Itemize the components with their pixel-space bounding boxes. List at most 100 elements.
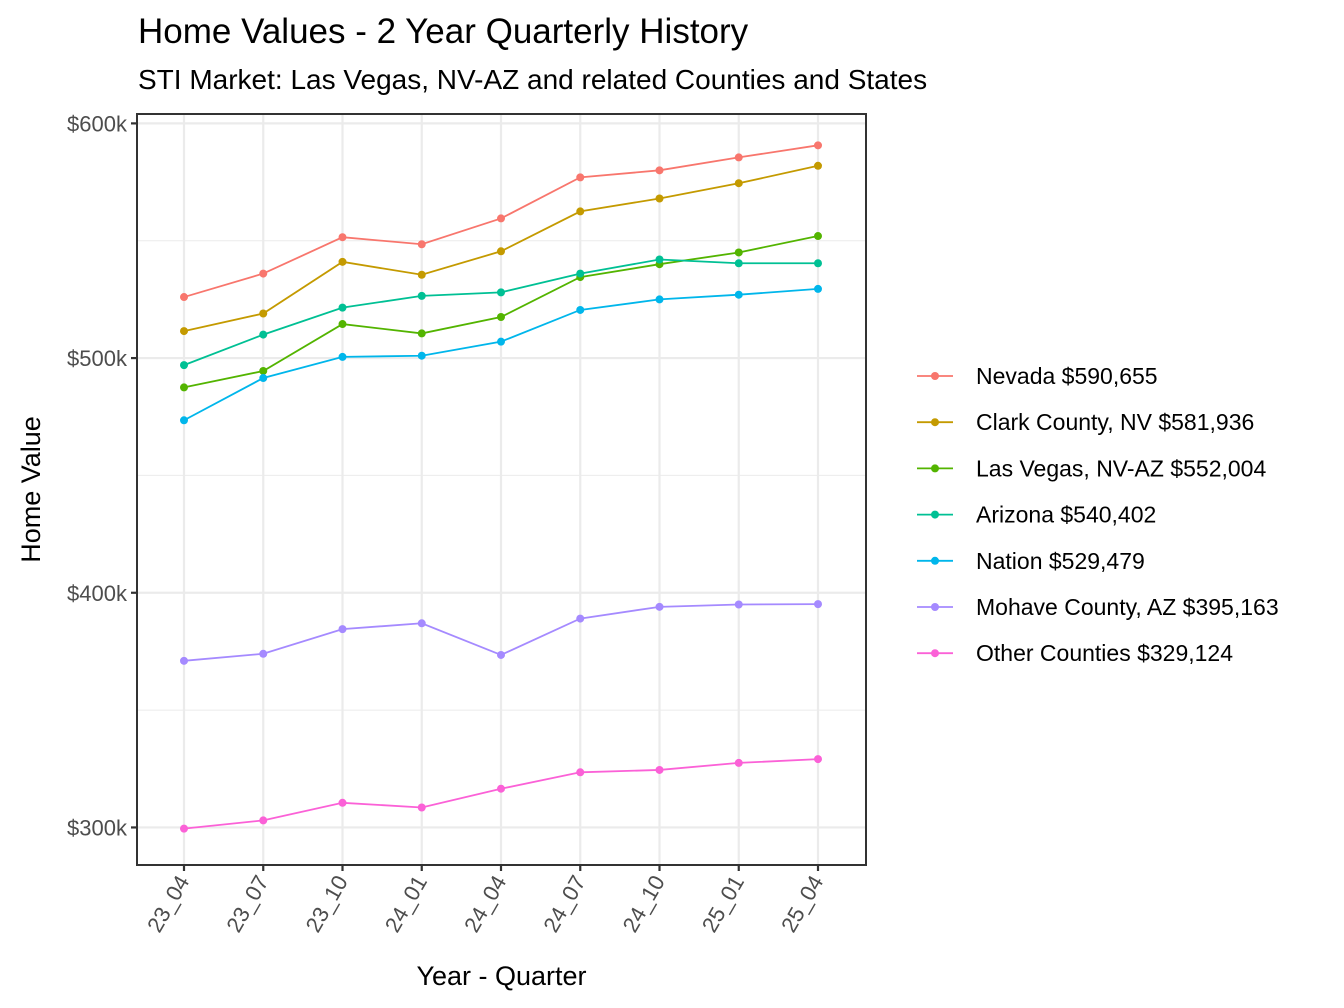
data-point <box>576 173 585 182</box>
data-point <box>259 816 268 825</box>
data-point <box>180 293 188 302</box>
chart-title: Home Values - 2 Year Quarterly History <box>138 12 749 51</box>
data-point <box>180 383 188 392</box>
y-axis-title: Home Value <box>16 416 46 563</box>
data-point <box>576 768 585 777</box>
data-point <box>734 600 743 609</box>
data-point <box>338 798 347 807</box>
data-point <box>259 309 268 318</box>
data-point <box>417 291 426 300</box>
legend-key-point <box>931 556 939 565</box>
legend-label: Mohave County, AZ $395,163 <box>976 594 1279 620</box>
data-point <box>655 166 664 175</box>
data-point <box>497 313 505 322</box>
data-point <box>655 295 664 304</box>
data-point <box>497 784 505 793</box>
data-point <box>338 303 347 312</box>
data-point <box>814 141 822 150</box>
data-point <box>338 352 347 361</box>
data-point <box>338 320 347 329</box>
legend-item: Nation $529,479 <box>917 548 1145 574</box>
data-point <box>497 214 505 223</box>
x-tick-label: 23_10 <box>301 871 353 936</box>
y-tick-label: $500k <box>67 346 128 371</box>
data-point <box>814 232 822 241</box>
data-point <box>655 255 664 264</box>
y-tick-label: $400k <box>67 581 128 606</box>
legend-label: Arizona $540,402 <box>976 502 1156 528</box>
series-nation <box>180 284 822 425</box>
data-point <box>734 179 743 188</box>
legend-label: Nevada $590,655 <box>976 363 1158 389</box>
y-tick-label: $300k <box>67 815 128 840</box>
data-point <box>259 374 268 383</box>
legend-key-point <box>931 372 939 380</box>
data-point <box>734 259 743 268</box>
data-point <box>497 288 505 297</box>
data-point <box>655 602 664 611</box>
data-point <box>814 284 822 293</box>
data-point <box>655 194 664 203</box>
x-axis-title: Year - Quarter <box>416 961 586 991</box>
legend-key-point <box>931 418 939 427</box>
data-point <box>497 247 505 256</box>
x-tick-label: 24_07 <box>538 871 590 936</box>
data-point <box>338 257 347 266</box>
data-point <box>417 351 426 360</box>
data-point <box>417 619 426 628</box>
series-nevada <box>180 141 822 302</box>
data-point <box>338 625 347 634</box>
data-point <box>576 207 585 216</box>
data-point <box>417 803 426 812</box>
data-point <box>417 329 426 338</box>
data-point <box>180 824 188 833</box>
legend-item: Other Counties $329,124 <box>917 640 1233 666</box>
data-point <box>259 269 268 278</box>
data-point <box>576 305 585 314</box>
legend-item: Arizona $540,402 <box>917 502 1156 528</box>
data-point <box>814 600 822 609</box>
x-axis: 23_04 23_07 23_10 24_01 24_04 24_07 24_10 25_01… <box>142 865 828 936</box>
x-tick-label: 23_07 <box>221 871 273 936</box>
data-point <box>417 270 426 279</box>
series-clark-county-nv <box>180 161 822 336</box>
data-point <box>734 248 743 257</box>
data-point <box>180 327 188 336</box>
series-las-vegas-nv-az <box>180 232 822 392</box>
data-point <box>576 614 585 623</box>
data-point <box>576 269 585 278</box>
x-tick-label: 23_04 <box>142 871 194 936</box>
data-point <box>814 161 822 170</box>
data-point <box>417 240 426 249</box>
y-axis: $300k $400k $500k $600k <box>67 111 137 840</box>
data-point <box>338 233 347 242</box>
data-point <box>497 650 505 659</box>
legend-item: Las Vegas, NV-AZ $552,004 <box>917 455 1266 481</box>
x-tick-label: 25_04 <box>776 871 828 936</box>
legend-key-point <box>931 603 939 611</box>
data-point <box>259 330 268 339</box>
data-point <box>259 649 268 658</box>
legend-label: Nation $529,479 <box>976 548 1145 574</box>
data-point <box>259 366 268 375</box>
data-point <box>180 361 188 370</box>
legend-key-point <box>931 649 939 658</box>
series-arizona <box>180 255 822 370</box>
x-tick-label: 25_01 <box>697 871 749 936</box>
legend: Nevada $590,655 Clark County, NV $581,936… <box>917 363 1279 666</box>
data-point <box>814 755 822 764</box>
legend-item: Nevada $590,655 <box>917 363 1158 389</box>
legend-item: Mohave County, AZ $395,163 <box>917 594 1279 620</box>
y-tick-label: $600k <box>67 111 128 136</box>
data-point <box>734 153 743 162</box>
data-point <box>734 290 743 299</box>
series-layer <box>180 141 822 833</box>
series-other-counties <box>180 755 822 833</box>
x-tick-label: 24_04 <box>459 871 511 936</box>
series-mohave-county-az <box>180 600 822 665</box>
data-point <box>180 656 188 665</box>
legend-key-point <box>931 464 939 473</box>
x-tick-label: 24_10 <box>618 871 670 936</box>
data-point <box>814 259 822 268</box>
